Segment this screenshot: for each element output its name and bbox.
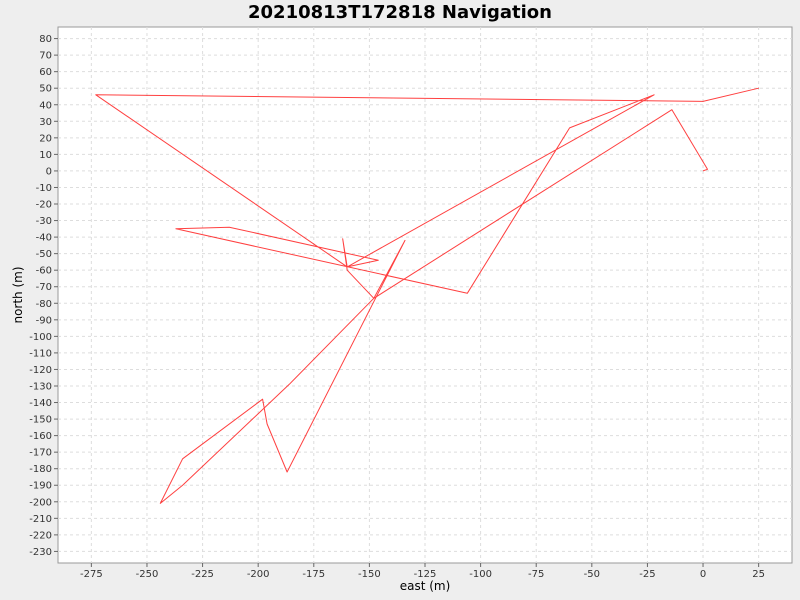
x-axis-ticks: -275 -250 -225 -200 -175 -150 -125 -100 -75 -50 -2… — [80, 563, 765, 580]
y-tick-label: -80 — [36, 299, 52, 310]
y-tick-label: -140 — [29, 398, 52, 409]
x-tick-label: -100 — [469, 569, 492, 580]
x-axis-label: east (m) — [400, 579, 451, 593]
x-tick-label: 0 — [700, 569, 706, 580]
y-tick-label: -60 — [36, 266, 52, 277]
y-tick-label: 20 — [39, 133, 52, 144]
y-tick-label: -210 — [29, 514, 52, 525]
y-tick-label: -40 — [36, 233, 52, 244]
y-tick-label: -220 — [29, 530, 52, 541]
y-axis-ticks: 80 70 60 50 40 30 20 10 0 -10 -20 -30 -40 -50 -60 -70 -8… — [29, 34, 58, 558]
x-tick-label: -150 — [358, 569, 381, 580]
y-tick-label: -20 — [36, 200, 52, 211]
y-tick-label: 30 — [39, 117, 52, 128]
y-tick-label: -50 — [36, 249, 52, 260]
x-tick-label: -125 — [414, 569, 437, 580]
y-tick-label: -190 — [29, 481, 52, 492]
y-tick-label: 80 — [39, 34, 52, 45]
x-tick-label: -275 — [80, 569, 103, 580]
y-tick-label: -130 — [29, 381, 52, 392]
y-tick-label: -120 — [29, 365, 52, 376]
series-lines — [95, 87, 760, 504]
y-tick-label: 50 — [39, 84, 52, 95]
y-tick-label: -180 — [29, 464, 52, 475]
x-tick-label: -25 — [639, 569, 655, 580]
y-tick-label: 70 — [39, 51, 52, 62]
y-tick-label: 40 — [39, 100, 52, 111]
series-line-0 — [95, 87, 760, 504]
y-tick-label: -200 — [29, 497, 52, 508]
chart-title: 20210813T172818 Navigation — [248, 2, 552, 23]
y-tick-label: -160 — [29, 431, 52, 442]
y-tick-label: -170 — [29, 448, 52, 459]
y-tick-label: 60 — [39, 67, 52, 78]
y-tick-label: -110 — [29, 348, 52, 359]
y-axis-label: north (m) — [11, 266, 25, 323]
x-tick-label: -225 — [191, 569, 214, 580]
x-tick-label: 25 — [752, 569, 765, 580]
x-tick-label: -50 — [584, 569, 600, 580]
grid-lines — [58, 27, 792, 563]
x-tick-label: -250 — [136, 569, 159, 580]
y-tick-label: -100 — [29, 332, 52, 343]
y-tick-label: -10 — [36, 183, 52, 194]
y-tick-label: -90 — [36, 315, 52, 326]
x-tick-label: -200 — [247, 569, 270, 580]
y-tick-label: -230 — [29, 547, 52, 558]
y-tick-label: 0 — [46, 166, 52, 177]
y-tick-label: -150 — [29, 415, 52, 426]
y-tick-label: 10 — [39, 150, 52, 161]
y-tick-label: -30 — [36, 216, 52, 227]
x-tick-label: -175 — [302, 569, 325, 580]
x-tick-label: -75 — [528, 569, 544, 580]
y-tick-label: -70 — [36, 282, 52, 293]
